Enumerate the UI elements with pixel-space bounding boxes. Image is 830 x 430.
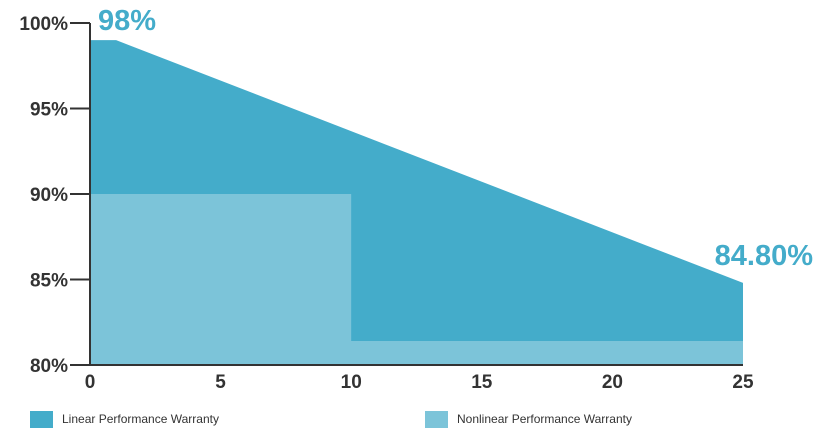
legend-label-nonlinear: Nonlinear Performance Warranty (457, 412, 632, 426)
x-tick-label: 20 (602, 372, 623, 393)
y-tick-label: 90% (30, 185, 68, 206)
y-tick-label: 80% (30, 356, 68, 377)
end-value-label: 84.80% (715, 240, 814, 272)
y-tick-label: 100% (19, 14, 68, 35)
start-value-label: 98% (98, 5, 156, 37)
x-tick-label: 15 (471, 372, 493, 393)
x-tick-label: 5 (215, 372, 226, 393)
axes: 80% 85% 90% 95% 100% 0 5 10 15 20 25 (19, 14, 754, 393)
legend-label-linear: Linear Performance Warranty (62, 412, 219, 426)
legend-item-linear: Linear Performance Warranty (30, 408, 219, 430)
legend-swatch-nonlinear (425, 410, 448, 428)
plot-areas (90, 40, 743, 365)
area-nonlinear (90, 194, 743, 365)
y-tick-label: 85% (30, 271, 68, 292)
x-tick-label: 25 (732, 372, 754, 393)
y-tick-label: 95% (30, 100, 68, 121)
annotations: 98% 84.80% (98, 5, 813, 272)
x-tick-label: 0 (85, 372, 96, 393)
legend-swatch-linear (30, 410, 53, 428)
legend-item-nonlinear: Nonlinear Performance Warranty (425, 408, 632, 430)
x-tick-label: 10 (341, 372, 362, 393)
